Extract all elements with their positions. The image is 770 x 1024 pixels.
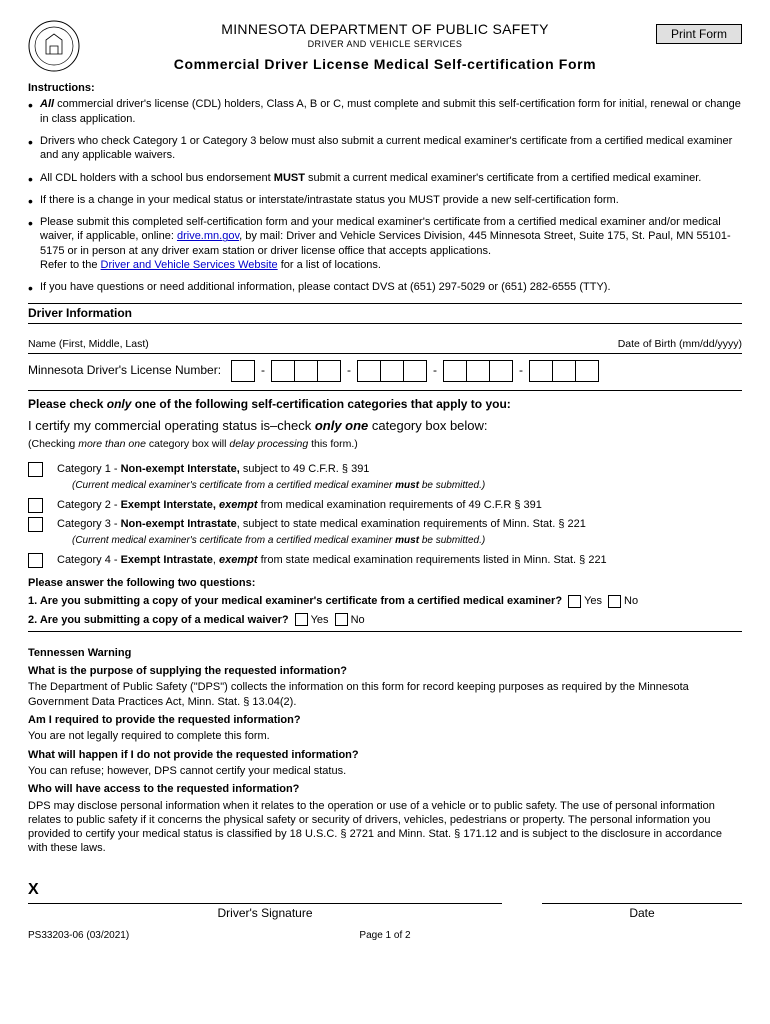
dl-number-row: Minnesota Driver's License Number: - - - -: [28, 360, 742, 382]
q2-yes-label: Yes: [311, 613, 329, 627]
question-2-row: 2. Are you submitting a copy of a medica…: [28, 613, 742, 627]
instruction-item: If you have questions or need additional…: [28, 280, 742, 294]
signature-block: X Driver's Signature: [28, 880, 502, 921]
dl-char-box[interactable]: [552, 360, 576, 382]
questions-heading: Please answer the following two question…: [28, 576, 742, 590]
dl-dash: -: [341, 363, 357, 379]
dl-char-box[interactable]: [380, 360, 404, 382]
q1-no-checkbox[interactable]: [608, 595, 621, 608]
footer: PS33203-06 (03/2021) Page 1 of 2: [28, 929, 742, 943]
dl-dash: -: [427, 363, 443, 379]
dl-number-boxes[interactable]: ----: [231, 360, 599, 382]
tennessen-question: Who will have access to the requested in…: [28, 782, 742, 796]
questions-section: Please answer the following two question…: [28, 576, 742, 627]
category-1-note: (Current medical examiner's certificate …: [28, 479, 742, 492]
signature-label: Driver's Signature: [28, 906, 502, 922]
q1-yes-label: Yes: [584, 594, 602, 608]
tennessen-question: Am I required to provide the requested i…: [28, 713, 742, 727]
category-list: Category 1 - Non-exempt Interstate, subj…: [28, 462, 742, 568]
category-row: Category 4 - Exempt Intrastate, exempt f…: [28, 553, 742, 568]
instruction-item: All CDL holders with a school bus endors…: [28, 171, 742, 185]
category-4-checkbox[interactable]: [28, 553, 43, 568]
header: MINNESOTA DEPARTMENT OF PUBLIC SAFETY DR…: [28, 20, 742, 73]
q2-no-checkbox[interactable]: [335, 613, 348, 626]
date-block: Date: [542, 901, 742, 922]
form-title: Commercial Driver License Medical Self-c…: [88, 55, 682, 73]
dl-dash: -: [513, 363, 529, 379]
dl-char-box[interactable]: [575, 360, 599, 382]
category-row: Category 1 - Non-exempt Interstate, subj…: [28, 462, 742, 477]
question-1-row: 1. Are you submitting a copy of your med…: [28, 594, 742, 608]
signature-line[interactable]: [28, 903, 502, 904]
certification-subheading: I certify my commercial operating status…: [28, 418, 742, 435]
tennessen-heading: Tennessen Warning: [28, 646, 742, 660]
category-1-label: Category 1 - Non-exempt Interstate, subj…: [57, 462, 369, 476]
dept-title: MINNESOTA DEPARTMENT OF PUBLIC SAFETY: [88, 20, 682, 38]
category-2-label: Category 2 - Exempt Interstate, exempt f…: [57, 498, 542, 512]
dl-char-box[interactable]: [357, 360, 381, 382]
certification-heading: Please check only one of the following s…: [28, 397, 742, 413]
separator: [28, 390, 742, 391]
dl-char-box[interactable]: [271, 360, 295, 382]
category-3-note: (Current medical examiner's certificate …: [28, 534, 742, 547]
tennessen-answer: You can refuse; however, DPS cannot cert…: [28, 764, 742, 778]
category-3-checkbox[interactable]: [28, 517, 43, 532]
q2-no-label: No: [351, 613, 365, 627]
question-1-text: 1. Are you submitting a copy of your med…: [28, 594, 562, 608]
instructions-heading: Instructions:: [28, 81, 742, 95]
q1-yes-checkbox[interactable]: [568, 595, 581, 608]
instruction-item: Drivers who check Category 1 or Category…: [28, 134, 742, 163]
signature-x: X: [28, 881, 39, 898]
title-block: MINNESOTA DEPARTMENT OF PUBLIC SAFETY DR…: [28, 20, 742, 73]
dl-number-label: Minnesota Driver's License Number:: [28, 363, 221, 379]
category-2-checkbox[interactable]: [28, 498, 43, 513]
instruction-item: Please submit this completed self-certif…: [28, 215, 742, 272]
tennessen-question: What will happen if I do not provide the…: [28, 748, 742, 762]
dob-label: Date of Birth (mm/dd/yyyy): [618, 338, 742, 352]
name-dob-row: Name (First, Middle, Last) Date of Birth…: [28, 324, 742, 354]
print-form-button[interactable]: Print Form: [656, 24, 742, 44]
dl-char-box[interactable]: [294, 360, 318, 382]
tennessen-answer: You are not legally required to complete…: [28, 729, 742, 743]
certification-note: (Checking more than one category box wil…: [28, 438, 742, 452]
tennessen-answer: DPS may disclose personal information wh…: [28, 799, 742, 856]
dept-subtitle: DRIVER AND VEHICLE SERVICES: [88, 39, 682, 51]
separator: [28, 631, 742, 632]
dl-char-box[interactable]: [231, 360, 255, 382]
category-3-label: Category 3 - Non-exempt Intrastate, subj…: [57, 517, 586, 531]
signature-row: X Driver's Signature Date: [28, 880, 742, 921]
dl-char-box[interactable]: [466, 360, 490, 382]
category-row: Category 2 - Exempt Interstate, exempt f…: [28, 498, 742, 513]
category-4-label: Category 4 - Exempt Intrastate, exempt f…: [57, 553, 607, 567]
dl-char-box[interactable]: [317, 360, 341, 382]
state-seal-icon: [28, 20, 80, 72]
instructions-list: All commercial driver's license (CDL) ho…: [28, 97, 742, 294]
page-number: Page 1 of 2: [359, 929, 410, 942]
q1-no-label: No: [624, 594, 638, 608]
instruction-item: If there is a change in your medical sta…: [28, 193, 742, 207]
category-1-checkbox[interactable]: [28, 462, 43, 477]
driver-info-heading: Driver Information: [28, 303, 742, 325]
question-2-text: 2. Are you submitting a copy of a medica…: [28, 613, 289, 627]
date-label: Date: [542, 906, 742, 922]
dl-dash: -: [255, 363, 271, 379]
category-row: Category 3 - Non-exempt Intrastate, subj…: [28, 517, 742, 532]
date-line[interactable]: [542, 903, 742, 904]
form-id: PS33203-06 (03/2021): [28, 930, 129, 941]
dl-char-box[interactable]: [403, 360, 427, 382]
dl-char-box[interactable]: [443, 360, 467, 382]
tennessen-answer: The Department of Public Safety ("DPS") …: [28, 680, 742, 709]
tennessen-question: What is the purpose of supplying the req…: [28, 664, 742, 678]
tennessen-body: What is the purpose of supplying the req…: [28, 664, 742, 856]
name-label: Name (First, Middle, Last): [28, 338, 149, 352]
q2-yes-checkbox[interactable]: [295, 613, 308, 626]
dl-char-box[interactable]: [529, 360, 553, 382]
dl-char-box[interactable]: [489, 360, 513, 382]
instruction-item: All commercial driver's license (CDL) ho…: [28, 97, 742, 126]
